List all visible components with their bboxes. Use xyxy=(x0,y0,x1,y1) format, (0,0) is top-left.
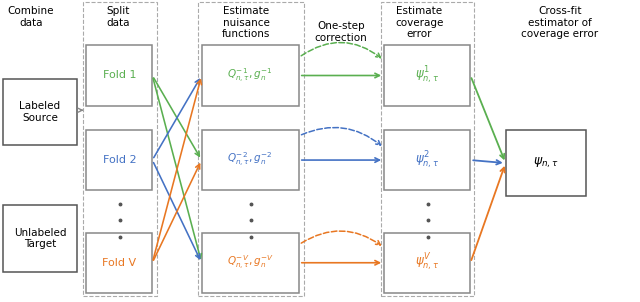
FancyBboxPatch shape xyxy=(384,130,470,190)
FancyBboxPatch shape xyxy=(384,233,470,293)
FancyBboxPatch shape xyxy=(202,45,299,106)
Text: Combine
data: Combine data xyxy=(8,6,54,28)
FancyBboxPatch shape xyxy=(86,45,152,106)
FancyBboxPatch shape xyxy=(506,130,586,196)
FancyBboxPatch shape xyxy=(86,233,152,293)
Text: $\psi_{n,\tau}^1$: $\psi_{n,\tau}^1$ xyxy=(415,65,439,86)
FancyBboxPatch shape xyxy=(3,205,77,272)
FancyBboxPatch shape xyxy=(384,45,470,106)
Text: Fold 1: Fold 1 xyxy=(102,70,136,81)
Text: Cross-fit
estimator of
coverage error: Cross-fit estimator of coverage error xyxy=(522,6,598,39)
Text: $Q_{n,\tau}^{-1},g_n^{-1}$: $Q_{n,\tau}^{-1},g_n^{-1}$ xyxy=(227,66,273,85)
Text: Estimate
nuisance
functions: Estimate nuisance functions xyxy=(222,6,271,39)
FancyBboxPatch shape xyxy=(86,130,152,190)
Text: Labeled
Source: Labeled Source xyxy=(19,101,61,123)
FancyBboxPatch shape xyxy=(3,79,77,145)
Text: Fold 2: Fold 2 xyxy=(102,155,136,165)
Text: Estimate
coverage
error: Estimate coverage error xyxy=(395,6,444,39)
Text: $\psi_{n,\tau}^2$: $\psi_{n,\tau}^2$ xyxy=(415,149,439,171)
Text: Split
data: Split data xyxy=(107,6,130,28)
Text: $Q_{n,\tau}^{-2},g_n^{-2}$: $Q_{n,\tau}^{-2},g_n^{-2}$ xyxy=(227,151,273,169)
Text: One-step
correction: One-step correction xyxy=(315,21,367,43)
FancyBboxPatch shape xyxy=(202,130,299,190)
Text: Unlabeled
Target: Unlabeled Target xyxy=(13,228,67,249)
Text: $\psi_{n,\tau}$: $\psi_{n,\tau}$ xyxy=(533,156,558,170)
Text: Fold V: Fold V xyxy=(102,258,136,268)
FancyBboxPatch shape xyxy=(202,233,299,293)
Text: $Q_{n,\tau}^{-V},g_n^{-V}$: $Q_{n,\tau}^{-V},g_n^{-V}$ xyxy=(227,254,274,272)
Text: $\psi_{n,\tau}^V$: $\psi_{n,\tau}^V$ xyxy=(415,252,439,273)
